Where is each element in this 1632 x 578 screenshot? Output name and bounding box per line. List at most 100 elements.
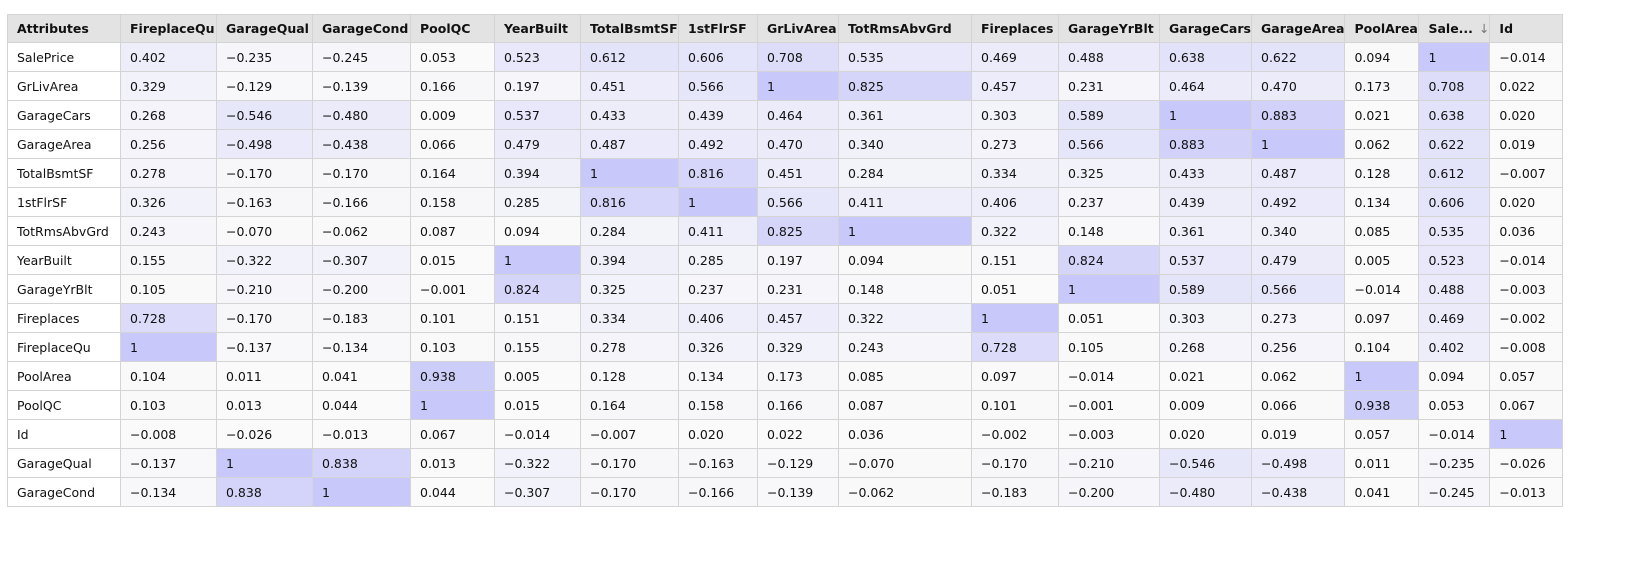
correlation-cell[interactable]: 0.094 [1344,42,1420,72]
correlation-cell[interactable]: 0.173 [1344,71,1420,101]
correlation-cell[interactable]: 0.158 [678,390,758,420]
correlation-cell[interactable]: −0.002 [1489,303,1564,333]
correlation-cell[interactable]: 0.606 [678,42,758,72]
correlation-cell[interactable]: −0.245 [312,42,411,72]
correlation-cell[interactable]: 0.606 [1418,187,1491,217]
correlation-cell[interactable]: −0.170 [216,158,313,188]
correlation-cell[interactable]: −0.014 [1489,245,1564,275]
correlation-cell[interactable]: −0.498 [1250,448,1346,478]
correlation-cell[interactable]: 1 [1058,274,1160,304]
correlation-cell[interactable]: −0.139 [757,477,839,507]
correlation-cell[interactable]: 1 [1159,100,1252,130]
correlation-cell[interactable]: 0.824 [1058,245,1160,275]
correlation-cell[interactable]: 0.268 [1159,332,1252,362]
correlation-cell[interactable]: 0.589 [1159,274,1252,304]
column-header-poolqc[interactable]: PoolQC [410,14,495,43]
correlation-cell[interactable]: 0.101 [410,303,495,333]
table-row[interactable]: Fireplaces 0.728 −0.170 −0.183 0.101 0.151 0.3… [7,303,1564,333]
correlation-cell[interactable]: 0.566 [1058,129,1160,159]
correlation-cell[interactable]: 0.433 [580,100,679,130]
correlation-cell[interactable]: 0.488 [1418,274,1491,304]
table-row[interactable]: PoolQC 0.103 0.013 0.044 1 0.015 0.164 0.158 0.1… [7,390,1564,420]
correlation-cell[interactable]: 0.361 [1159,216,1252,246]
correlation-cell[interactable]: 0.394 [580,245,679,275]
correlation-cell[interactable]: −0.013 [1489,477,1564,507]
column-header-garagequal[interactable]: GarageQual [216,14,313,43]
correlation-cell[interactable]: 0.105 [120,274,217,304]
correlation-cell[interactable]: 0.197 [494,71,581,101]
correlation-cell[interactable]: 0.036 [838,419,972,449]
correlation-cell[interactable]: −0.480 [312,100,411,130]
column-header-grlivarea[interactable]: GrLivArea [757,14,839,43]
correlation-cell[interactable]: 0.566 [678,71,758,101]
correlation-cell[interactable]: 0.451 [757,158,839,188]
correlation-cell[interactable]: 1 [971,303,1059,333]
correlation-cell[interactable]: −0.014 [1344,274,1420,304]
correlation-cell[interactable]: 0.326 [678,332,758,362]
correlation-cell[interactable]: 0.479 [494,129,581,159]
correlation-cell[interactable]: 0.158 [410,187,495,217]
column-header-yearbuilt[interactable]: YearBuilt [494,14,581,43]
correlation-cell[interactable]: 0.340 [838,129,972,159]
table-row[interactable]: 1stFlrSF 0.326 −0.163 −0.166 0.158 0.285 0.816… [7,187,1564,217]
correlation-cell[interactable]: 0.284 [580,216,679,246]
correlation-cell[interactable]: 0.097 [971,361,1059,391]
correlation-cell[interactable]: −0.014 [1489,42,1564,72]
table-row[interactable]: FireplaceQu 1 −0.137 −0.134 0.103 0.155 0.278 0… [7,332,1564,362]
correlation-cell[interactable]: 0.638 [1418,100,1491,130]
correlation-cell[interactable]: −0.210 [1058,448,1160,478]
correlation-cell[interactable]: 0.340 [1250,216,1346,246]
correlation-cell[interactable]: 0.402 [120,42,217,72]
correlation-cell[interactable]: 0.013 [410,448,495,478]
correlation-cell[interactable]: 0.469 [1418,303,1491,333]
correlation-cell[interactable]: −0.001 [410,274,495,304]
correlation-cell[interactable]: 0.256 [1250,332,1346,362]
correlation-cell[interactable]: 0.155 [494,332,581,362]
correlation-cell[interactable]: 1 [1250,129,1346,159]
correlation-cell[interactable]: 0.278 [120,158,217,188]
correlation-cell[interactable]: 0.062 [1344,129,1420,159]
column-header-id[interactable]: Id [1489,14,1564,43]
correlation-cell[interactable]: 0.067 [1489,390,1564,420]
correlation-cell[interactable]: 0.535 [838,42,972,72]
correlation-cell[interactable]: 0.164 [580,390,679,420]
correlation-cell[interactable]: −0.014 [1058,361,1160,391]
column-header-fireplacequ[interactable]: FireplaceQu [120,14,217,43]
correlation-cell[interactable]: −0.546 [1159,448,1252,478]
correlation-cell[interactable]: 0.094 [838,245,972,275]
correlation-cell[interactable]: −0.438 [312,129,411,159]
correlation-cell[interactable]: 0.938 [1344,390,1420,420]
correlation-cell[interactable]: 0.011 [1344,448,1420,478]
correlation-cell[interactable]: −0.163 [678,448,758,478]
correlation-cell[interactable]: 0.566 [757,187,839,217]
correlation-cell[interactable]: −0.322 [494,448,581,478]
correlation-cell[interactable]: 0.011 [216,361,313,391]
correlation-cell[interactable]: 0.838 [312,448,411,478]
correlation-cell[interactable]: 1 [312,477,411,507]
column-header-totalbsmtsf[interactable]: TotalBsmtSF [580,14,679,43]
correlation-cell[interactable]: 0.402 [1418,332,1491,362]
correlation-cell[interactable]: −0.008 [1489,332,1564,362]
correlation-cell[interactable]: −0.546 [216,100,313,130]
correlation-cell[interactable]: 0.057 [1344,419,1420,449]
column-header-poolarea[interactable]: PoolArea [1344,14,1420,43]
correlation-cell[interactable]: 0.151 [971,245,1059,275]
correlation-cell[interactable]: 0.825 [838,71,972,101]
correlation-cell[interactable]: 0.838 [216,477,313,507]
correlation-cell[interactable]: 0.470 [1250,71,1346,101]
correlation-cell[interactable]: 0.231 [1058,71,1160,101]
correlation-cell[interactable]: 0.173 [757,361,839,391]
correlation-cell[interactable]: 0.021 [1159,361,1252,391]
correlation-cell[interactable]: 0.021 [1344,100,1420,130]
correlation-cell[interactable]: −0.210 [216,274,313,304]
correlation-cell[interactable]: 0.329 [757,332,839,362]
correlation-cell[interactable]: 0.022 [1489,71,1564,101]
correlation-cell[interactable]: 0.433 [1159,158,1252,188]
correlation-cell[interactable]: −0.137 [216,332,313,362]
correlation-cell[interactable]: −0.498 [216,129,313,159]
correlation-cell[interactable]: −0.307 [494,477,581,507]
correlation-cell[interactable]: −0.129 [757,448,839,478]
correlation-cell[interactable]: 0.268 [120,100,217,130]
correlation-cell[interactable]: −0.139 [312,71,411,101]
correlation-cell[interactable]: −0.026 [216,419,313,449]
